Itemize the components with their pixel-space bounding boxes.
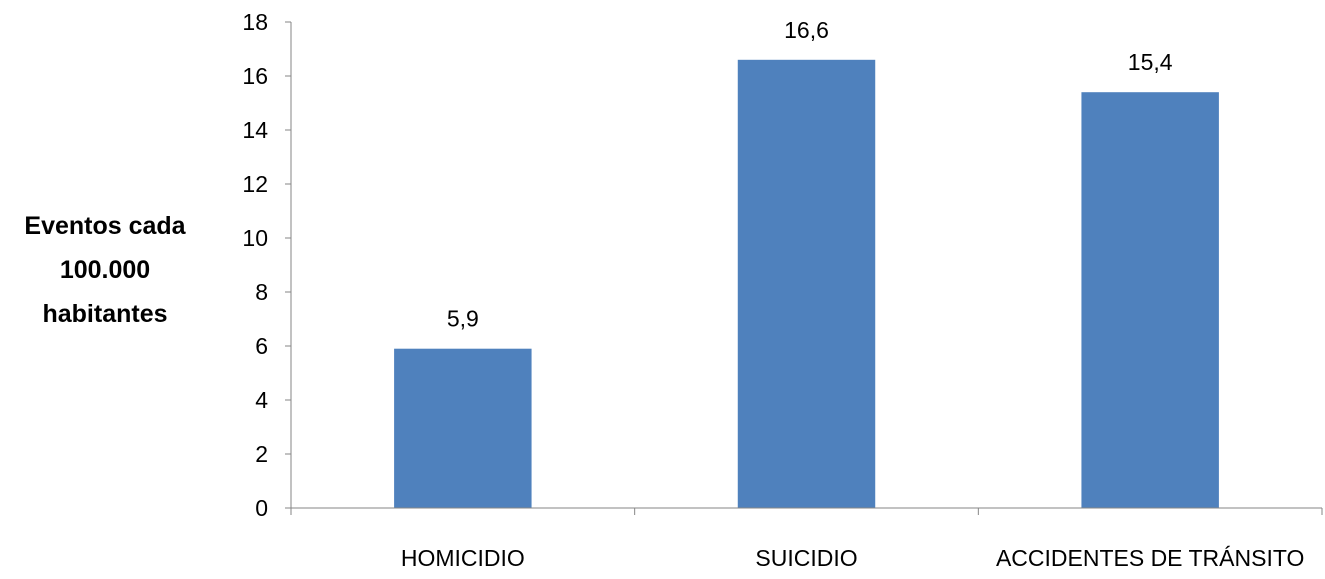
data-label: 16,6 bbox=[784, 17, 829, 43]
bar-suicidio bbox=[737, 59, 876, 509]
y-axis-title-line-1: Eventos cada bbox=[24, 212, 186, 240]
data-labels: 5,9 16,6 15,4 bbox=[447, 17, 1173, 332]
data-label: 5,9 bbox=[447, 306, 479, 332]
y-axis-title: Eventos cada 100.000 habitantes bbox=[24, 212, 186, 328]
bar-homicidio bbox=[394, 348, 532, 508]
bar-accidentes-de-tr-nsito bbox=[1081, 92, 1219, 508]
y-tick-label: 16 bbox=[242, 63, 268, 89]
y-tick-label: 4 bbox=[255, 387, 268, 413]
y-tick-label: 12 bbox=[242, 171, 268, 197]
data-label: 15,4 bbox=[1128, 49, 1173, 75]
y-axis-title-line-3: habitantes bbox=[42, 300, 167, 328]
y-axis-title-line-2: 100.000 bbox=[60, 256, 150, 284]
y-tick-label: 18 bbox=[242, 9, 268, 35]
bars bbox=[394, 59, 1219, 509]
y-tick-label: 0 bbox=[255, 495, 268, 521]
y-tick-label: 14 bbox=[242, 117, 268, 143]
y-tick-label: 8 bbox=[255, 279, 268, 305]
x-axis-ticks bbox=[290, 508, 1323, 515]
category-label: SUICIDIO bbox=[755, 545, 857, 571]
category-label: HOMICIDIO bbox=[401, 545, 525, 571]
y-tick-label: 2 bbox=[255, 441, 268, 467]
y-tick-label: 10 bbox=[242, 225, 268, 251]
y-tick-label: 6 bbox=[255, 333, 268, 359]
category-label: ACCIDENTES DE TRÁNSITO bbox=[996, 545, 1304, 571]
y-axis-ticks: 0 2 4 6 8 10 12 14 16 18 bbox=[242, 9, 291, 521]
category-labels: HOMICIDIO SUICIDIO ACCIDENTES DE TRÁNSITO bbox=[401, 545, 1305, 571]
